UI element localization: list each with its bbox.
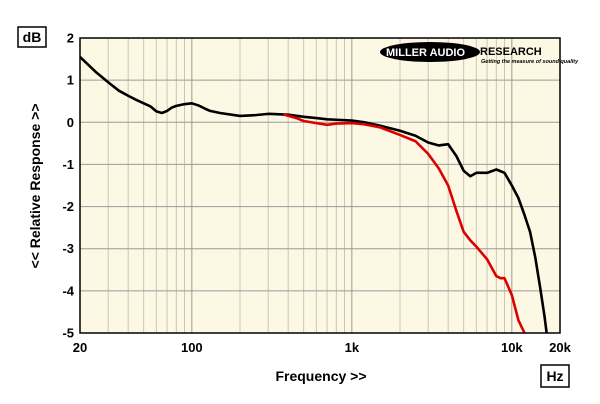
logo-ellipse: [380, 42, 480, 62]
logo-tagline: Getting the measure of sound quality: [481, 59, 579, 65]
y-tick-label: -2: [62, 199, 74, 214]
y-tick-label: 1: [67, 73, 74, 88]
x-tick-label: 20: [73, 340, 87, 355]
y-axis-title: << Relative Response >>: [27, 104, 43, 269]
x-tick-label: 10k: [501, 340, 523, 355]
y-tick-label: -5: [62, 326, 74, 341]
y-unit-box: dB: [17, 26, 47, 48]
x-tick-label: 100: [181, 340, 203, 355]
series-line-1: [80, 55, 548, 333]
x-axis-title: Frequency >>: [275, 368, 366, 384]
miller-audio-research-logo: MILLER AUDIO RESEARCH Getting the measur…: [380, 42, 579, 65]
y-tick-label: -1: [62, 157, 74, 172]
plot-frame: [79, 37, 561, 334]
x-unit-label: Hz: [546, 368, 563, 384]
x-tick-label: 20k: [549, 340, 571, 355]
y-tick-label: 2: [67, 31, 74, 46]
x-tick-label: 1k: [345, 340, 360, 355]
y-unit-label: dB: [23, 29, 42, 45]
plot-area: [80, 38, 560, 333]
y-tick-label: -3: [62, 241, 74, 256]
logo-main-text: MILLER AUDIO: [386, 47, 465, 59]
y-tick-label: 0: [67, 115, 74, 130]
series-line-2: [283, 113, 526, 333]
y-tick-label: -4: [62, 283, 74, 298]
x-unit-box: Hz: [540, 364, 570, 388]
logo-right-text: RESEARCH: [480, 46, 542, 58]
